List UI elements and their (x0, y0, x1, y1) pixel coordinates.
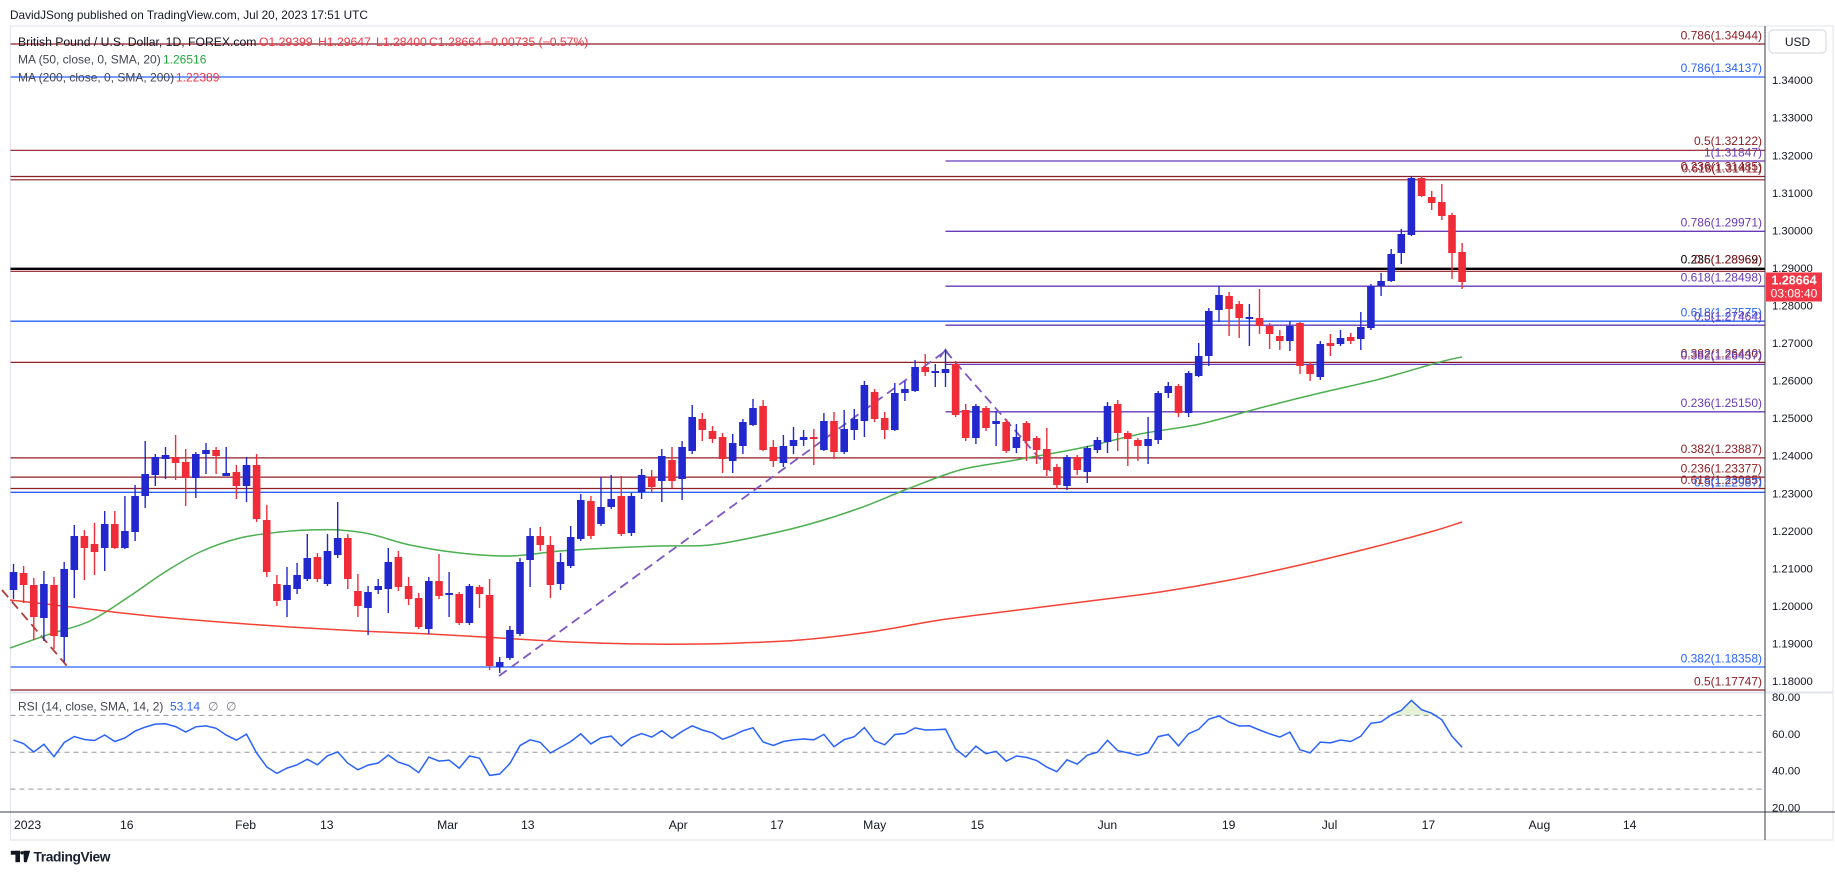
svg-text:2023: 2023 (14, 818, 41, 832)
svg-text:14: 14 (1623, 818, 1637, 832)
svg-text:0.5(1.28962): 0.5(1.28962) (1694, 253, 1762, 267)
svg-text:0.382(1.26437): 0.382(1.26437) (1681, 349, 1762, 363)
svg-text:Jun: Jun (1098, 818, 1118, 832)
svg-text:80.00: 80.00 (1772, 692, 1800, 704)
svg-text:1.33000: 1.33000 (1772, 113, 1813, 125)
svg-text:0.236(1.25150): 0.236(1.25150) (1681, 396, 1762, 410)
svg-text:1.32000: 1.32000 (1772, 150, 1813, 162)
svg-text:0.236(1.31485): 0.236(1.31485) (1681, 160, 1762, 174)
svg-text:0.236(1.28969): 0.236(1.28969) (1681, 253, 1762, 267)
svg-text:0.786(1.34137): 0.786(1.34137) (1681, 61, 1762, 75)
svg-text:17: 17 (1422, 818, 1436, 832)
svg-text:20.00: 20.00 (1772, 802, 1800, 814)
svg-text:1.21000: 1.21000 (1772, 563, 1813, 575)
svg-text:1.27000: 1.27000 (1772, 338, 1813, 350)
svg-text:1.25000: 1.25000 (1772, 413, 1813, 425)
svg-text:19: 19 (1222, 818, 1236, 832)
svg-text:15: 15 (971, 818, 985, 832)
svg-text:1.28664: 1.28664 (1771, 274, 1816, 288)
svg-text:0.382(1.26440): 0.382(1.26440) (1681, 347, 1762, 361)
svg-text:60.00: 60.00 (1772, 729, 1800, 741)
svg-text:May: May (863, 818, 887, 832)
svg-text:0.5(1.17747): 0.5(1.17747) (1694, 675, 1762, 689)
svg-text:13: 13 (521, 818, 535, 832)
svg-text:1.20000: 1.20000 (1772, 601, 1813, 613)
svg-text:TradingView: TradingView (34, 850, 111, 865)
svg-text:Jul: Jul (1322, 818, 1338, 832)
svg-text:DavidJSong published on Tradin: DavidJSong published on TradingView.com,… (10, 8, 368, 22)
svg-text:Feb: Feb (235, 818, 256, 832)
svg-text:40.00: 40.00 (1772, 766, 1800, 778)
svg-text:16: 16 (120, 818, 134, 832)
svg-text:0.786(1.34944): 0.786(1.34944) (1681, 29, 1762, 43)
svg-text:0.382(1.18358): 0.382(1.18358) (1681, 652, 1762, 666)
svg-text:MA (200, close, 0, SMA, 200)1.: MA (200, close, 0, SMA, 200) 1.22389 (18, 71, 220, 85)
svg-text:0.382(1.23887): 0.382(1.23887) (1681, 442, 1762, 456)
svg-text:MA (50, close, 0, SMA, 20)1.26: MA (50, close, 0, SMA, 20) 1.26516 (18, 53, 207, 67)
svg-text:1.24000: 1.24000 (1772, 451, 1813, 463)
svg-text:1.19000: 1.19000 (1772, 638, 1813, 650)
svg-text:RSI (14, close, SMA, 14, 2)53.: RSI (14, close, SMA, 14, 2) 53.14 ∅ ∅ (18, 700, 236, 714)
svg-text:1.26000: 1.26000 (1772, 376, 1813, 388)
svg-text:Aug: Aug (1529, 818, 1551, 832)
svg-text:1.28000: 1.28000 (1772, 301, 1813, 313)
svg-text:1.18000: 1.18000 (1772, 676, 1813, 688)
svg-text:1(1.31847): 1(1.31847) (1704, 146, 1762, 160)
svg-text:13: 13 (320, 818, 334, 832)
svg-text:17: 17 (770, 818, 784, 832)
svg-text:1.22000: 1.22000 (1772, 526, 1813, 538)
svg-text:0.618(1.23085): 0.618(1.23085) (1681, 473, 1762, 487)
svg-text:0.618(1.31411): 0.618(1.31411) (1681, 162, 1762, 176)
svg-text:1.29000: 1.29000 (1772, 263, 1813, 275)
svg-text:1.30000: 1.30000 (1772, 225, 1813, 237)
svg-text:1.23000: 1.23000 (1772, 488, 1813, 500)
svg-text:0.5(1.27464): 0.5(1.27464) (1694, 310, 1762, 324)
svg-text:0.618(1.28498): 0.618(1.28498) (1681, 271, 1762, 285)
svg-text:0.618(1.27575): 0.618(1.27575) (1681, 306, 1762, 320)
svg-text:03:08:40: 03:08:40 (1771, 287, 1818, 301)
svg-text:British Pound / U.S. Dollar, 1: British Pound / U.S. Dollar, 1D, FOREX.c… (18, 35, 588, 49)
svg-text:0.786(1.29971): 0.786(1.29971) (1681, 216, 1762, 230)
svg-text:0.236(1.23377): 0.236(1.23377) (1681, 462, 1762, 476)
svg-text:0.5(1.22987): 0.5(1.22987) (1694, 476, 1762, 490)
svg-text:Mar: Mar (437, 818, 458, 832)
svg-text:1.31000: 1.31000 (1772, 188, 1813, 200)
svg-text:Apr: Apr (669, 818, 688, 832)
svg-text:USD: USD (1785, 35, 1811, 49)
svg-text:1.34000: 1.34000 (1772, 75, 1813, 87)
svg-text:0.5(1.32122): 0.5(1.32122) (1694, 134, 1762, 148)
